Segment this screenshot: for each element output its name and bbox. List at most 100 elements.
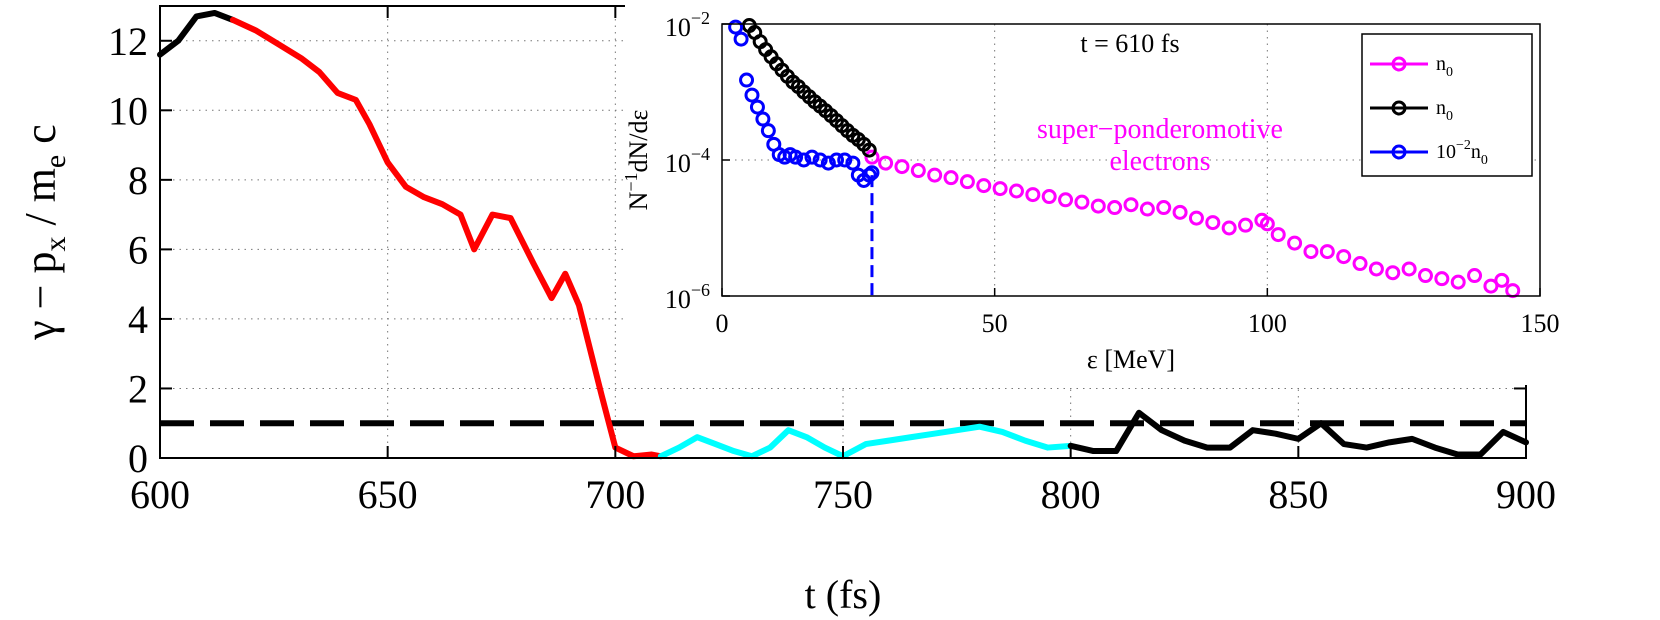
inset-series-0-point	[1205, 215, 1221, 231]
inset-series-0-point	[1336, 249, 1352, 265]
main-x-tick-label: 750	[813, 472, 873, 517]
inset-series-0-point	[1368, 261, 1384, 277]
inset-series-2-point	[820, 155, 836, 171]
main-x-tick-label: 850	[1268, 472, 1328, 517]
main-y-axis-label-mid: / m	[16, 168, 65, 236]
inset-y-tick-label-base: 10	[665, 149, 691, 178]
main-series-line-1	[229, 16, 664, 460]
inset-series-0-point	[1139, 201, 1155, 217]
main-series-line-2	[657, 423, 1074, 460]
main-x-tick-label: 700	[585, 472, 645, 517]
inset-ticks	[721, 23, 1541, 297]
inset-legend-label-sub: 0	[1481, 153, 1488, 168]
inset-plot: 0 50 100 150 10−610−410−2 t = 610 fs ε [MeV…	[621, 0, 1560, 385]
inset-legend-marker	[1391, 56, 1407, 72]
inset-series-0-point	[1270, 227, 1286, 243]
inset-series-2-point	[788, 149, 804, 165]
inset-series-0-point	[1188, 210, 1204, 226]
inset-legend-label: 10−2n0	[1436, 138, 1488, 168]
main-series-line-3	[1067, 409, 1529, 458]
inset-y-axis-label: N−1dN/dε	[621, 109, 653, 210]
inset-series-2-point	[837, 152, 853, 168]
inset-series-0-point	[992, 181, 1008, 197]
inset-legend-label-sub: 0	[1446, 65, 1453, 80]
main-x-tick-label: 800	[1041, 472, 1101, 517]
inset-y-tick-label-exp: −2	[691, 8, 710, 28]
inset-series-0-point	[1008, 183, 1024, 199]
main-y-tick-label: 6	[128, 227, 148, 272]
inset-series-2-point	[749, 99, 765, 115]
inset-y-tick-label: 10−6	[665, 280, 710, 314]
inset-series-0-point	[1417, 268, 1433, 284]
inset-series-2-point	[733, 31, 749, 47]
inset-series-2-point	[760, 123, 776, 139]
inset-series-0-point	[1434, 271, 1450, 287]
inset-series-0-point	[1401, 261, 1417, 277]
inset-series-2-point	[755, 111, 771, 127]
inset-legend-label-var: n	[1471, 141, 1481, 163]
inset-series-0-point	[1385, 265, 1401, 281]
main-y-tick-label: 10	[108, 88, 148, 133]
main-y-tick-label: 4	[128, 297, 148, 342]
inset-series-0-point	[910, 163, 926, 179]
main-x-tick-labels: 600 650 700 750 800 850 900	[130, 472, 1556, 517]
inset-series-0-point	[1123, 197, 1139, 213]
inset-series-0-point	[943, 170, 959, 186]
inset-series-2-point	[864, 165, 880, 181]
inset-series-2-point	[845, 155, 861, 171]
main-x-axis-label: t (fs)	[805, 572, 882, 617]
inset-series-2-point	[796, 152, 812, 168]
main-y-axis-label: γ − px / me c	[16, 124, 72, 341]
inset-series-0-point	[927, 167, 943, 183]
inset-legend-label-sub: 0	[1446, 109, 1453, 124]
inset-y-tick-label-base: 10	[665, 13, 691, 42]
main-x-tick-label: 650	[358, 472, 418, 517]
main-x-tick-label: 900	[1496, 472, 1556, 517]
inset-series-0-point	[1287, 235, 1303, 251]
main-y-axis-label-main: γ − p	[16, 252, 65, 341]
inset-series-0-point	[1352, 256, 1368, 272]
inset-y-tick-label: 10−4	[665, 144, 710, 178]
inset-legend-marker	[1391, 100, 1407, 116]
main-x-tick-label: 600	[130, 472, 190, 517]
inset-series-0-point	[976, 178, 992, 194]
inset-legend-label-var: n	[1436, 97, 1446, 119]
inset-legend-marker	[1391, 144, 1407, 160]
main-y-tick-label: 12	[108, 19, 148, 64]
inset-series-0-point	[894, 159, 910, 175]
inset-y-tick-label-exp: −4	[691, 144, 710, 164]
main-y-axis-label-sub-x: x	[39, 237, 72, 252]
inset-series-2-point	[728, 19, 744, 35]
main-y-axis-label-end: c	[16, 124, 65, 155]
inset-legend-label-sup: −2	[1456, 138, 1471, 153]
inset-series-0-point	[1494, 272, 1510, 288]
inset-x-tick-label: 0	[716, 309, 729, 338]
inset-series-0-point	[1450, 274, 1466, 290]
inset-series-0-point	[1221, 220, 1237, 236]
inset-series-0-point	[1058, 192, 1074, 208]
inset-series-0-point	[1467, 268, 1483, 284]
inset-series-0-point	[1025, 187, 1041, 203]
inset-legend-label-base: 10	[1436, 141, 1456, 163]
inset-legend-label: n0	[1436, 53, 1453, 80]
inset-y-tick-label-base: 10	[665, 285, 691, 314]
inset-series-0-point	[1041, 189, 1057, 205]
inset-series-2-point	[812, 152, 828, 168]
main-y-tick-labels: 0 2 4 6 8 10 12	[108, 19, 148, 481]
inset-x-axis-label: ε [MeV]	[1087, 345, 1175, 374]
inset-x-tick-labels: 0 50 100 150	[716, 309, 1560, 338]
inset-series-0-point	[1172, 204, 1188, 220]
inset-y-tick-label-exp: −6	[691, 280, 710, 300]
inset-y-tick-label: 10−2	[665, 8, 710, 42]
main-y-tick-label: 2	[128, 366, 148, 411]
inset-x-tick-label: 50	[982, 309, 1008, 338]
inset-x-tick-label: 100	[1248, 309, 1287, 338]
inset-annotation-line-1: super−ponderomotive	[1037, 114, 1283, 145]
inset-y-axis-label-sup: −1	[621, 172, 641, 191]
inset-series-1-point	[861, 142, 877, 158]
main-y-axis-label-sub-e: e	[39, 155, 72, 168]
inset-legend-label-var: n	[1436, 53, 1446, 75]
inset-series-0-point	[1303, 244, 1319, 260]
inset-series-2-point	[744, 87, 760, 103]
